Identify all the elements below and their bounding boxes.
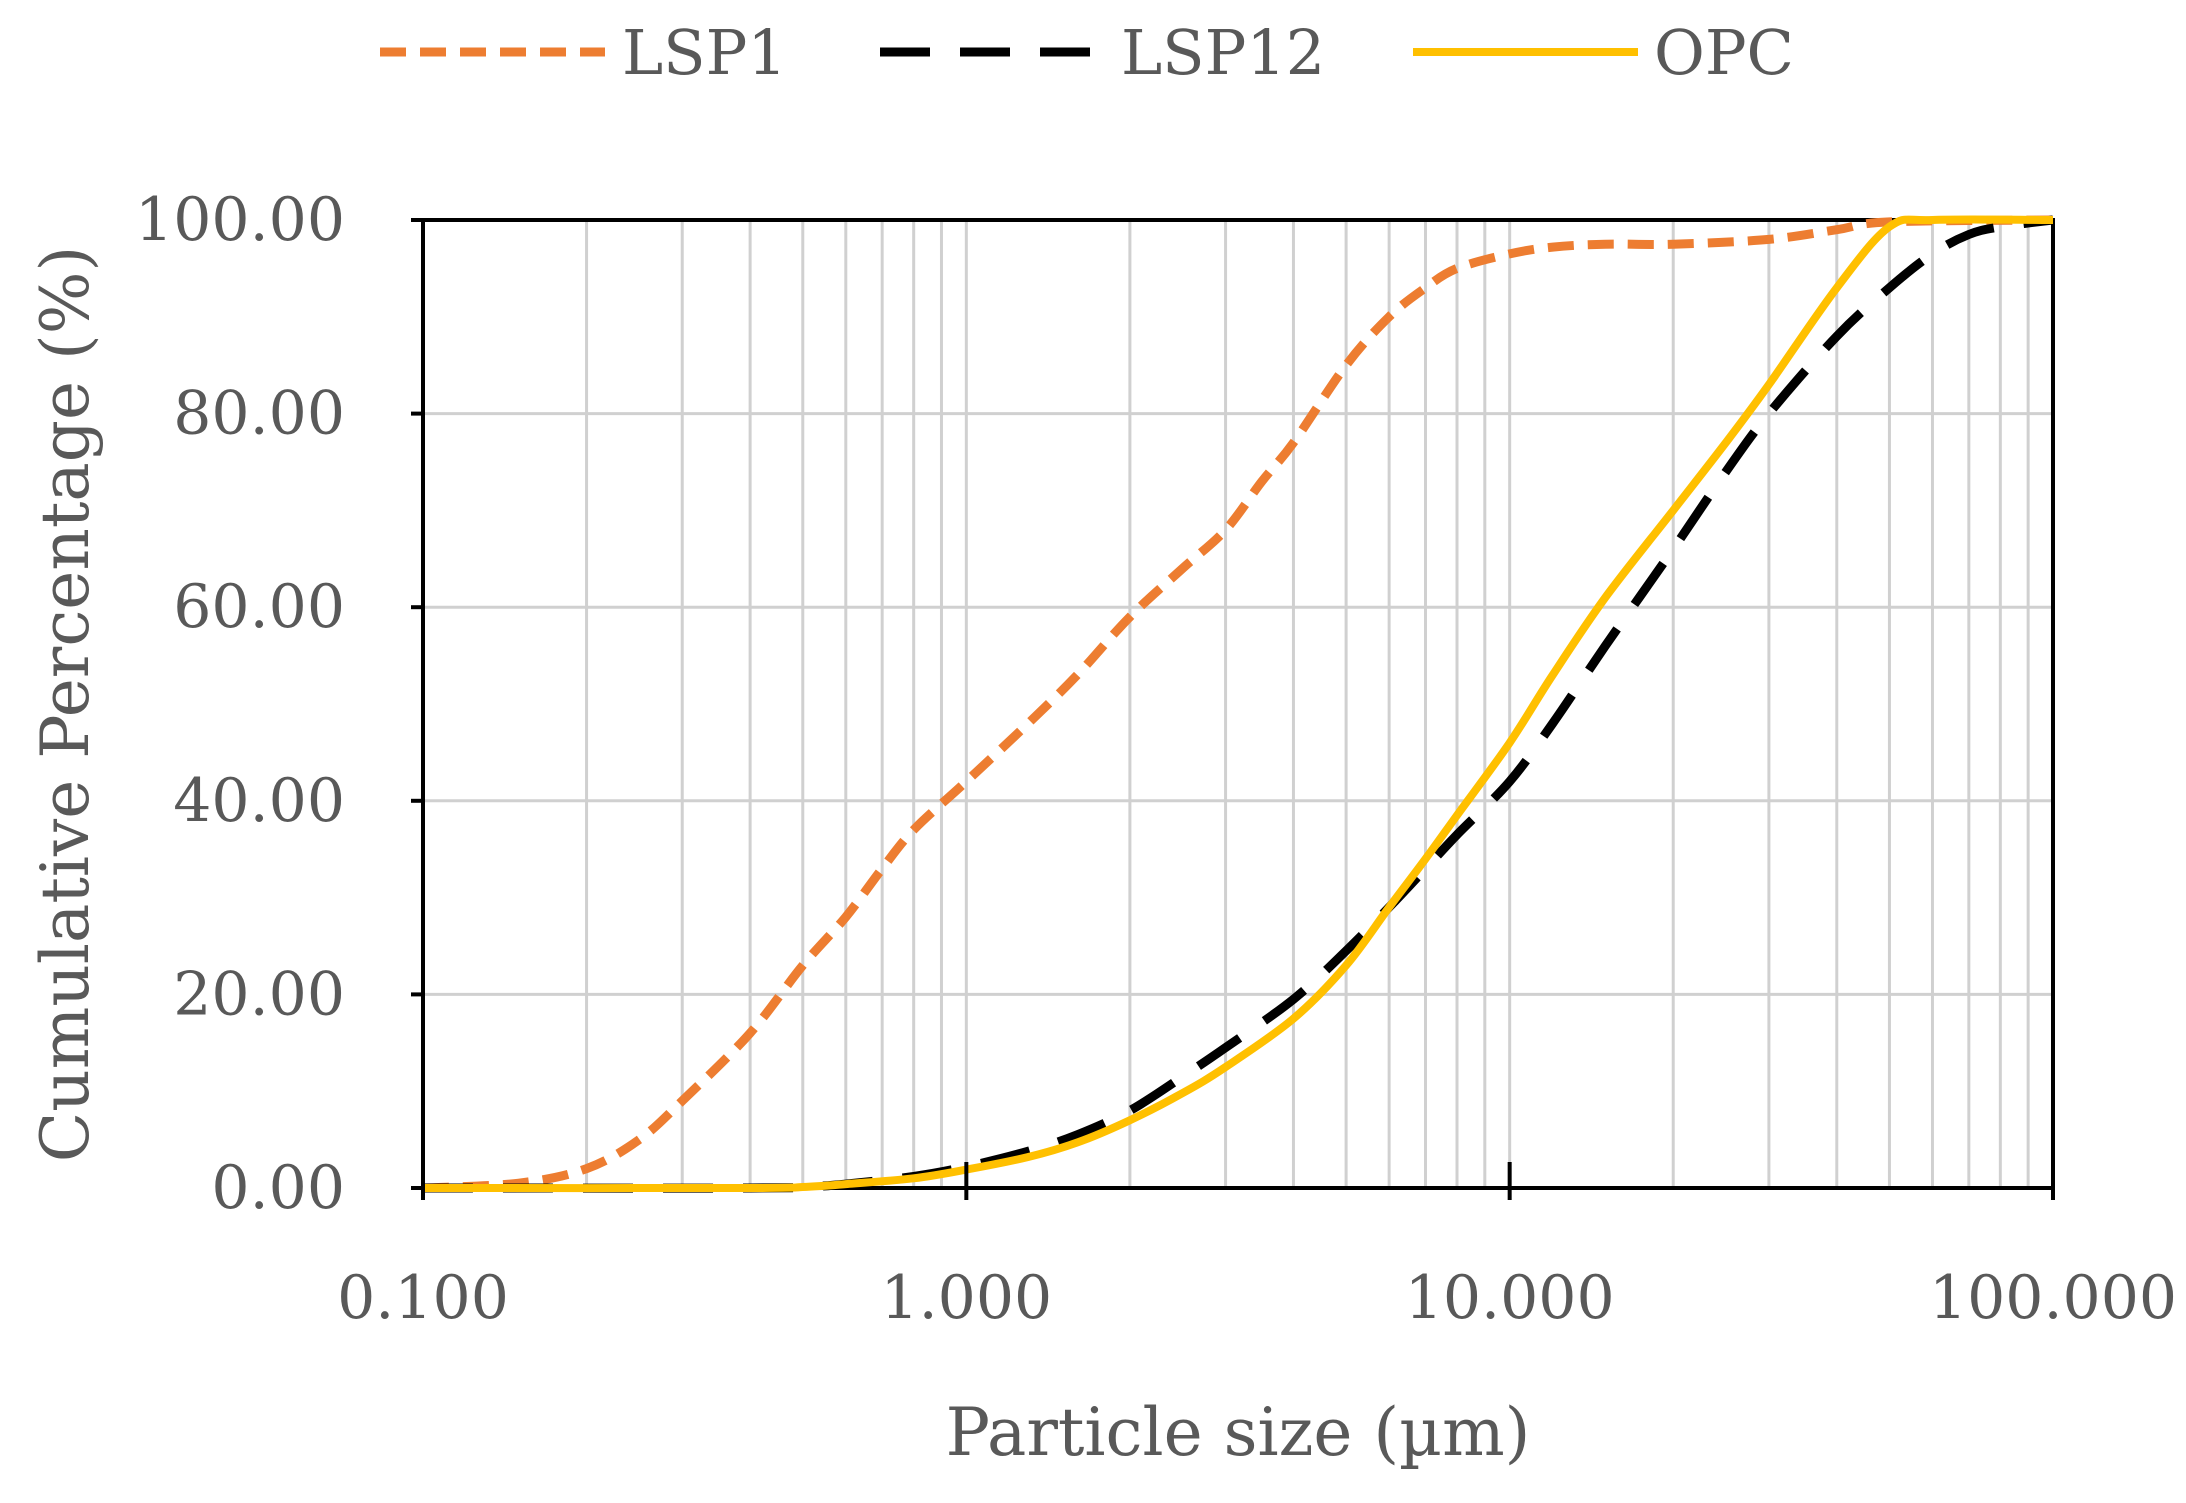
y-tick-label: 60.00 [173, 572, 345, 642]
y-tick-label: 40.00 [173, 766, 345, 836]
series-line-lsp1 [422, 215, 2054, 1193]
y-tick-label: 0.00 [211, 1153, 345, 1223]
legend: LSP1 LSP12 OPC [380, 16, 1794, 89]
x-axis-title: Particle size (µm) [946, 1394, 1531, 1471]
y-tick-label: 80.00 [173, 379, 345, 449]
legend-label-lsp12: LSP12 [1121, 16, 1325, 89]
y-axis-ticks: 0.00 20.00 40.00 60.00 80.00 100.00 [135, 185, 423, 1223]
y-tick-label: 100.00 [135, 185, 345, 255]
x-tick-label: 0.100 [337, 1263, 509, 1333]
x-tick-label: 10.000 [1405, 1263, 1615, 1333]
x-tick-label: 1.000 [880, 1263, 1052, 1333]
x-axis-ticks: 0.100 1.000 10.000 100.000 [337, 1162, 2177, 1333]
plot-area-frame [421, 218, 2055, 1190]
y-axis-title: Cumulative Percentage (%) [27, 246, 104, 1162]
legend-label-lsp1: LSP1 [622, 16, 787, 89]
y-tick-label: 20.00 [173, 959, 345, 1029]
series-line-opc [422, 215, 2054, 1193]
x-tick-label: 100.000 [1929, 1263, 2177, 1333]
series-lines [422, 215, 2054, 1193]
grid-lines [423, 220, 2053, 1188]
legend-label-opc: OPC [1654, 16, 1794, 89]
